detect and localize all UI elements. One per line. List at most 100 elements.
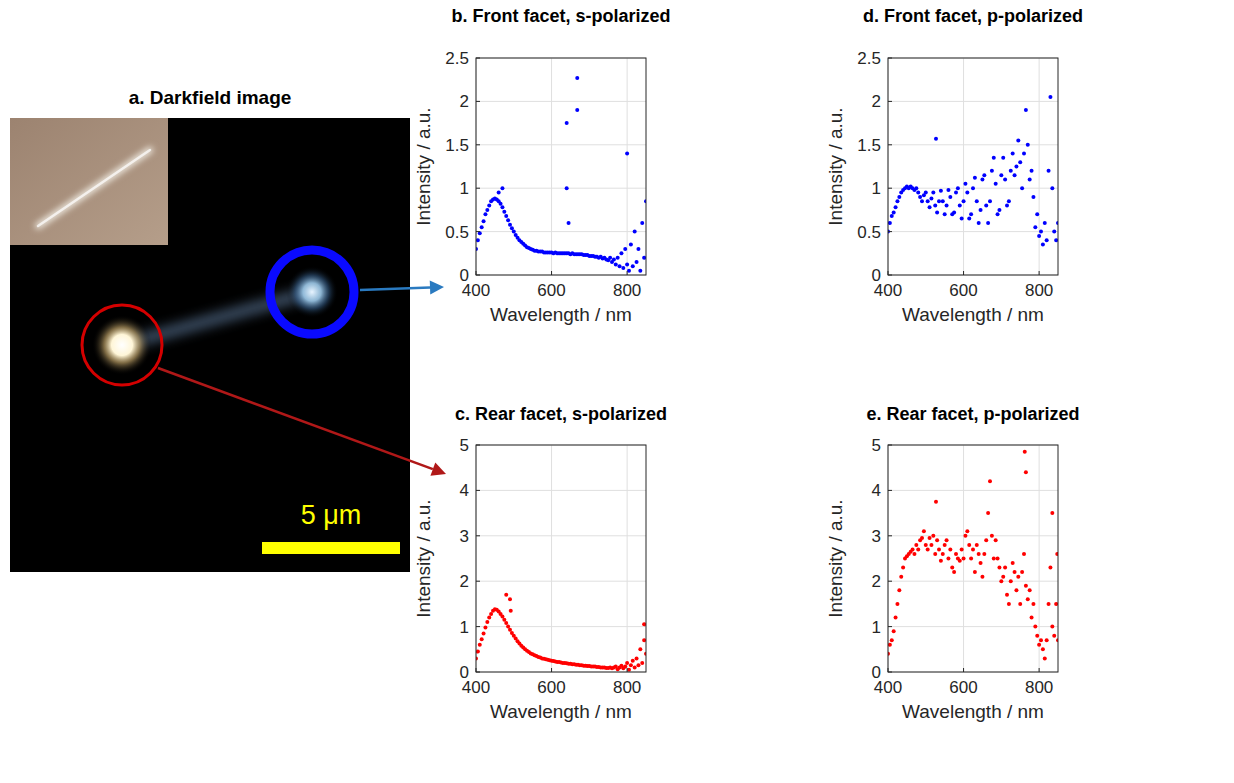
- plot-area: [888, 445, 1058, 672]
- data-point: [1026, 143, 1030, 147]
- y-tick-label: 4: [460, 481, 469, 500]
- data-point: [1054, 238, 1058, 242]
- data-point: [1041, 243, 1045, 247]
- data-point: [1028, 588, 1032, 592]
- y-tick: [476, 535, 480, 536]
- data-point: [928, 536, 932, 540]
- data-point: [497, 191, 501, 195]
- spectrum-panel: 012345400600800Wavelength / nmIntensity …: [413, 404, 667, 722]
- data-point: [1047, 602, 1051, 606]
- grid-line: [888, 231, 1058, 232]
- data-point: [1016, 138, 1020, 142]
- data-point: [1039, 230, 1043, 234]
- spectrum-panel: 00.511.522.5400600800Wavelength / nmInte…: [413, 6, 671, 325]
- data-point: [980, 178, 984, 182]
- data-point: [1020, 186, 1024, 190]
- data-point: [999, 579, 1003, 583]
- data-point: [997, 566, 1001, 570]
- x-tick: [963, 271, 964, 275]
- data-point: [614, 263, 618, 267]
- data-point: [629, 243, 633, 247]
- y-tick: [888, 672, 892, 673]
- y-tick: [888, 581, 892, 582]
- data-point: [1003, 566, 1007, 570]
- grid-line: [551, 58, 552, 275]
- grid-line: [888, 144, 1058, 145]
- arrow-rear: [158, 368, 433, 469]
- y-tick-label: 3: [872, 527, 881, 546]
- data-point: [504, 621, 508, 625]
- data-point: [990, 534, 994, 538]
- data-point: [1011, 561, 1015, 565]
- data-point: [948, 195, 952, 199]
- data-point: [984, 204, 988, 208]
- data-point: [988, 199, 992, 203]
- data-point: [640, 661, 644, 665]
- data-point: [943, 543, 947, 547]
- data-point: [960, 547, 964, 551]
- grid-line: [476, 626, 646, 627]
- y-tick: [888, 626, 892, 627]
- data-point: [616, 256, 620, 260]
- data-point: [1050, 186, 1054, 190]
- data-point: [888, 221, 892, 225]
- data-point: [982, 173, 986, 177]
- data-point: [631, 659, 635, 663]
- data-point: [969, 212, 973, 216]
- data-point: [969, 557, 973, 561]
- x-tick-label: 400: [874, 281, 902, 300]
- y-tick-label: 1: [460, 618, 469, 637]
- data-point: [962, 557, 966, 561]
- data-point: [1043, 221, 1047, 225]
- data-point: [1022, 151, 1026, 155]
- y-tick-label: 5: [460, 436, 469, 455]
- data-point: [480, 225, 484, 229]
- data-point: [914, 186, 918, 190]
- data-point: [638, 647, 642, 651]
- data-point: [1005, 204, 1009, 208]
- grid-line: [476, 144, 646, 145]
- data-point: [1007, 199, 1011, 203]
- data-point: [892, 629, 896, 633]
- data-point: [1054, 602, 1058, 606]
- data-point: [1024, 470, 1028, 474]
- data-point: [962, 199, 966, 203]
- data-point: [948, 547, 952, 551]
- x-tick: [963, 668, 964, 672]
- axes-frame: [476, 58, 646, 275]
- x-axis-title: Wavelength / nm: [490, 701, 632, 722]
- y-tick: [476, 275, 480, 276]
- y-tick-label: 1.5: [857, 136, 881, 155]
- grid-line: [963, 58, 964, 275]
- x-tick: [551, 271, 552, 275]
- data-point: [1001, 156, 1005, 160]
- scale-bar-label: 5 μm: [301, 500, 362, 530]
- data-point: [924, 543, 928, 547]
- y-tick-label: 1: [460, 179, 469, 198]
- data-point: [1009, 169, 1013, 173]
- data-point: [924, 191, 928, 195]
- data-point: [963, 534, 967, 538]
- x-tick: [551, 668, 552, 672]
- data-point: [565, 121, 569, 125]
- data-point: [1035, 212, 1039, 216]
- plot-area: [476, 58, 646, 275]
- front-facet-glow: [286, 266, 338, 318]
- data-point: [920, 199, 924, 203]
- axes-frame: [476, 445, 646, 672]
- data-point: [945, 538, 949, 542]
- x-tick-label: 400: [874, 678, 902, 697]
- data-point: [928, 205, 932, 209]
- x-tick: [1039, 668, 1040, 672]
- y-tick-label: 0.5: [857, 223, 881, 242]
- x-tick-label: 600: [537, 678, 565, 697]
- data-point: [980, 575, 984, 579]
- spectrum-panel: 012345400600800Wavelength / nmIntensity …: [825, 404, 1080, 722]
- y-tick: [476, 144, 480, 145]
- y-tick-label: 4: [872, 481, 881, 500]
- grid-line: [1039, 445, 1040, 672]
- data-point: [487, 204, 491, 208]
- data-points: [476, 593, 646, 672]
- x-tick-label: 600: [537, 281, 565, 300]
- data-point: [929, 543, 933, 547]
